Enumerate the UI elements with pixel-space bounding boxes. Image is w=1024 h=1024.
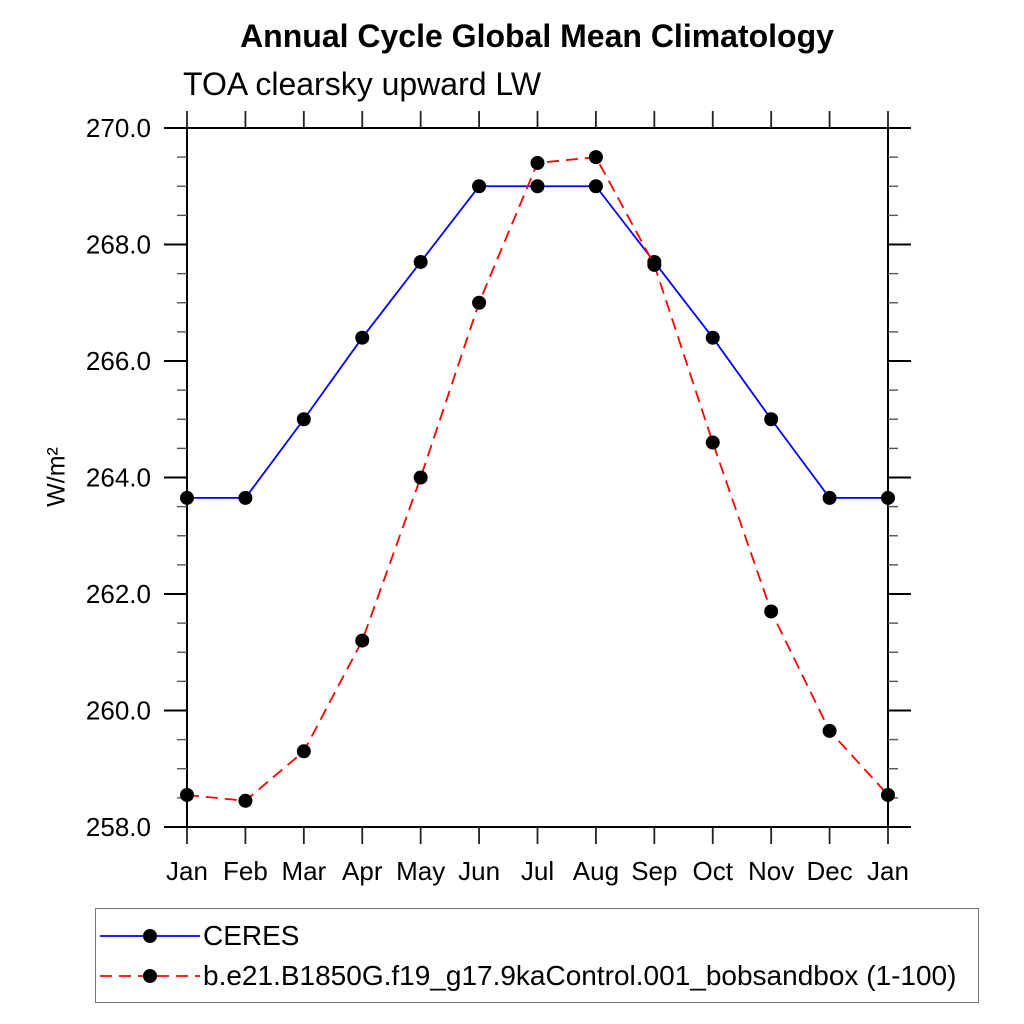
data-point-series-1 <box>296 744 311 759</box>
legend-box: CERES b.e21.B1850G.f19_g17.9kaControl.00… <box>95 908 979 1003</box>
y-tick-label: 260.0 <box>86 696 151 726</box>
x-tick-label: Aug <box>573 856 619 886</box>
x-tick-label: Jul <box>521 856 554 886</box>
data-point-series-1 <box>530 155 545 170</box>
data-point-series-0 <box>355 330 370 345</box>
data-point-series-1 <box>413 470 428 485</box>
data-point-series-1 <box>647 257 662 272</box>
data-point-series-1 <box>355 633 370 648</box>
plot-frame <box>186 127 889 828</box>
y-tick-label: 270.0 <box>86 113 151 143</box>
data-point-series-1 <box>822 723 837 738</box>
chart-subtitle: TOA clearsky upward LW <box>183 66 542 102</box>
legend-line-sample-ceres <box>100 926 200 946</box>
x-tick-label: Dec <box>806 856 852 886</box>
data-point-series-1 <box>881 787 895 802</box>
data-point-series-1 <box>764 604 779 619</box>
data-point-series-1 <box>705 435 720 450</box>
data-point-series-0 <box>588 179 603 194</box>
legend-marker-dot <box>143 968 157 983</box>
data-point-series-0 <box>238 490 253 505</box>
data-point-series-0 <box>705 330 720 345</box>
legend-marker-dot <box>143 928 157 943</box>
y-tick-label: 264.0 <box>86 463 151 493</box>
data-point-series-1 <box>238 793 253 808</box>
data-point-series-0 <box>881 490 895 505</box>
legend-line-sample-model <box>100 966 200 986</box>
y-tick-label: 268.0 <box>86 230 151 260</box>
y-tick-label: 266.0 <box>86 346 151 376</box>
x-tick-label: Nov <box>748 856 794 886</box>
x-tick-label: Oct <box>693 856 734 886</box>
data-point-series-0 <box>180 490 194 505</box>
y-tick-label: 262.0 <box>86 579 151 609</box>
data-point-series-1 <box>588 150 603 165</box>
series-line-0 <box>187 185 888 499</box>
legend-label-ceres: CERES <box>203 919 300 951</box>
y-tick-label: 258.0 <box>86 812 151 842</box>
x-tick-label: Sep <box>631 856 677 886</box>
data-point-series-0 <box>530 179 545 194</box>
x-tick-label: Feb <box>223 856 268 886</box>
legend-label-model: b.e21.B1850G.f19_g17.9kaControl.001_bobs… <box>203 959 957 991</box>
x-tick-label: Jun <box>458 856 500 886</box>
data-point-series-0 <box>472 179 487 194</box>
legend-sample-svg <box>100 928 200 943</box>
data-point-series-1 <box>472 295 487 310</box>
data-point-series-1 <box>180 787 194 802</box>
series-line-1 <box>186 156 889 802</box>
data-point-series-0 <box>764 412 779 427</box>
data-point-series-0 <box>822 490 837 505</box>
legend-entry-ceres: CERES <box>100 916 978 956</box>
x-tick-label: Mar <box>281 856 326 886</box>
x-tick-label: May <box>396 856 445 886</box>
data-point-series-0 <box>413 254 428 269</box>
data-point-series-0 <box>296 412 311 427</box>
legend-sample-svg <box>100 968 200 983</box>
x-tick-label: Jan <box>166 856 208 886</box>
legend-entry-model: b.e21.B1850G.f19_g17.9kaControl.001_bobs… <box>100 956 978 996</box>
chart-title: Annual Cycle Global Mean Climatology <box>240 18 834 54</box>
x-tick-label: Jan <box>867 856 909 886</box>
x-tick-label: Apr <box>342 856 383 886</box>
